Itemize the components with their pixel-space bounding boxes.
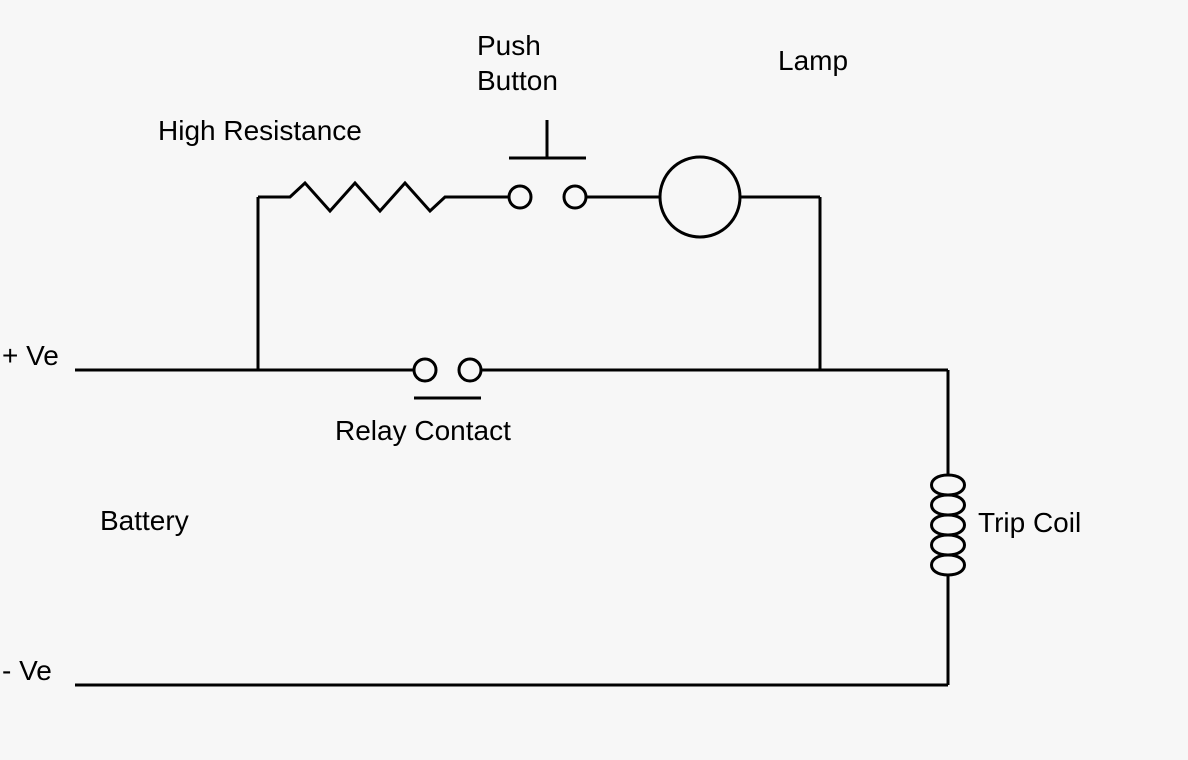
high-resistance-label: High Resistance	[158, 115, 362, 146]
resistor	[258, 183, 460, 211]
trip-coil-label: Trip Coil	[978, 507, 1081, 538]
trip-coil	[932, 475, 965, 575]
relay-contact-label: Relay Contact	[335, 415, 511, 446]
push-button-label-2: Button	[477, 65, 558, 96]
push-button	[509, 120, 586, 208]
lamp	[660, 157, 740, 237]
battery-label: Battery	[100, 505, 189, 536]
positive-label: + Ve	[2, 340, 59, 371]
lamp-label: Lamp	[778, 45, 848, 76]
circuit-svg: Push Button Lamp High Resistance + Ve - …	[0, 0, 1188, 760]
negative-label: - Ve	[2, 655, 52, 686]
relay-contact	[414, 359, 481, 398]
circuit-diagram: Push Button Lamp High Resistance + Ve - …	[0, 0, 1188, 760]
push-button-label-1: Push	[477, 30, 541, 61]
